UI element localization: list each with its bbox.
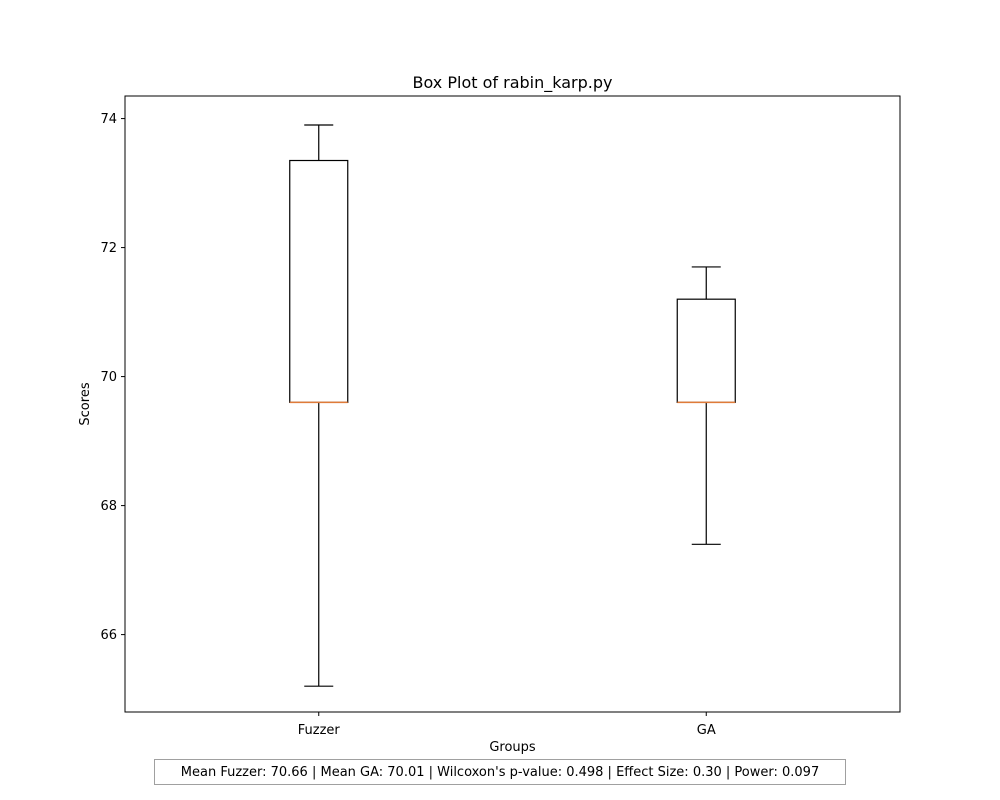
y-tick-label: 70 <box>100 370 117 385</box>
y-tick-label: 68 <box>100 499 117 514</box>
y-tick-label: 74 <box>100 112 117 127</box>
stats-annotation-text: Mean Fuzzer: 70.66 | Mean GA: 70.01 | Wi… <box>181 765 819 780</box>
plot-area <box>125 96 900 712</box>
y-axis-label: Scores <box>78 382 93 425</box>
iqr-box <box>677 299 735 402</box>
x-axis-ticks: Fuzzer GA <box>298 712 716 738</box>
x-tick-label: GA <box>697 723 716 738</box>
y-axis-ticks: 66 68 70 72 74 <box>100 112 125 643</box>
iqr-box <box>290 161 348 403</box>
box-ga <box>677 267 735 544</box>
x-axis-label: Groups <box>489 740 536 755</box>
y-tick-label: 66 <box>100 628 117 643</box>
x-tick-label: Fuzzer <box>298 723 341 738</box>
stats-annotation-box: Mean Fuzzer: 70.66 | Mean GA: 70.01 | Wi… <box>154 759 846 785</box>
boxes-layer <box>290 125 736 686</box>
y-tick-label: 72 <box>100 241 117 256</box>
chart-title: Box Plot of rabin_karp.py <box>413 73 613 93</box>
box-fuzzer <box>290 125 348 686</box>
